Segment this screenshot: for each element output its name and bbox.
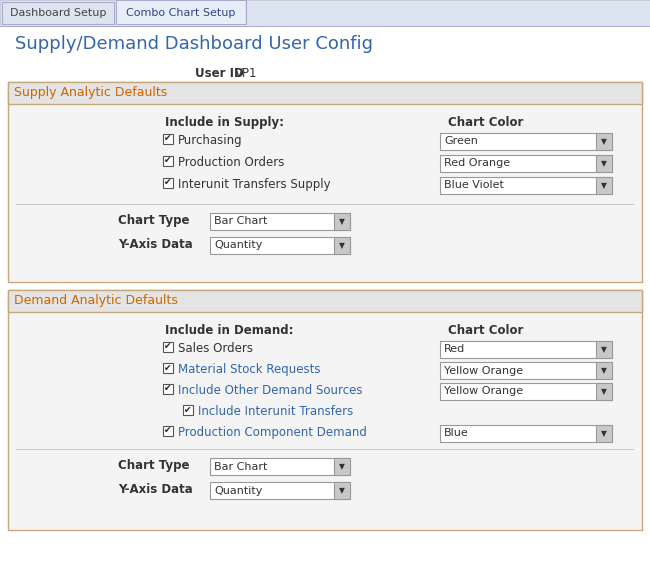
Text: ▼: ▼ xyxy=(601,366,607,375)
Text: ✔: ✔ xyxy=(164,342,172,352)
Bar xyxy=(163,342,173,352)
Text: ▼: ▼ xyxy=(339,241,345,250)
Text: Red Orange: Red Orange xyxy=(444,159,510,168)
Text: ▼: ▼ xyxy=(601,345,607,354)
Bar xyxy=(334,213,350,230)
Bar xyxy=(16,204,634,205)
Text: Green: Green xyxy=(444,136,478,146)
Text: Yellow Orange: Yellow Orange xyxy=(444,366,523,375)
Bar xyxy=(440,177,612,194)
Bar xyxy=(440,425,612,442)
Bar xyxy=(440,383,612,400)
Text: Include Other Demand Sources: Include Other Demand Sources xyxy=(178,384,363,397)
Bar xyxy=(8,82,642,104)
Text: Sales Orders: Sales Orders xyxy=(178,342,253,355)
Text: Bar Chart: Bar Chart xyxy=(214,216,267,227)
Text: Blue Violet: Blue Violet xyxy=(444,181,504,191)
Bar xyxy=(596,425,612,442)
Text: ▼: ▼ xyxy=(601,181,607,190)
Text: Yellow Orange: Yellow Orange xyxy=(444,387,523,396)
Bar xyxy=(210,213,350,230)
Bar xyxy=(117,1,245,24)
Text: Include Interunit Transfers: Include Interunit Transfers xyxy=(198,405,353,418)
Text: ▼: ▼ xyxy=(601,159,607,168)
Text: Dashboard Setup: Dashboard Setup xyxy=(10,9,106,19)
Bar xyxy=(163,134,173,144)
Text: ✔: ✔ xyxy=(164,135,172,143)
Text: Red: Red xyxy=(444,345,465,354)
Text: VP1: VP1 xyxy=(235,67,257,80)
Bar xyxy=(163,363,173,373)
Text: Chart Color: Chart Color xyxy=(448,116,523,129)
Bar xyxy=(2,2,114,24)
Bar xyxy=(8,82,642,282)
Bar xyxy=(210,237,350,254)
Text: Purchasing: Purchasing xyxy=(178,134,242,147)
Bar xyxy=(334,482,350,499)
Text: Demand Analytic Defaults: Demand Analytic Defaults xyxy=(14,294,178,307)
Bar xyxy=(163,384,173,394)
Bar xyxy=(440,155,612,172)
Bar xyxy=(116,0,246,24)
Bar xyxy=(163,178,173,188)
Bar xyxy=(210,458,350,475)
Text: ✔: ✔ xyxy=(164,363,172,373)
Text: ▼: ▼ xyxy=(339,462,345,471)
Text: Bar Chart: Bar Chart xyxy=(214,462,267,472)
Bar xyxy=(16,449,634,450)
Bar xyxy=(183,405,193,415)
Bar xyxy=(0,0,650,26)
Bar xyxy=(8,290,642,530)
Text: ✔: ✔ xyxy=(164,156,172,166)
Bar xyxy=(210,482,350,499)
Bar xyxy=(596,362,612,379)
Text: ▼: ▼ xyxy=(339,217,345,226)
Bar xyxy=(596,155,612,172)
Text: Production Orders: Production Orders xyxy=(178,156,285,169)
Text: ✔: ✔ xyxy=(164,427,172,436)
Text: Interunit Transfers Supply: Interunit Transfers Supply xyxy=(178,178,331,191)
Text: ▼: ▼ xyxy=(601,429,607,438)
Text: Y-Axis Data: Y-Axis Data xyxy=(118,238,193,251)
Bar xyxy=(596,383,612,400)
Text: Blue: Blue xyxy=(444,429,469,438)
Text: Production Component Demand: Production Component Demand xyxy=(178,426,367,439)
Bar xyxy=(8,290,642,312)
Text: Y-Axis Data: Y-Axis Data xyxy=(118,483,193,496)
Text: Chart Color: Chart Color xyxy=(448,324,523,337)
Text: ✔: ✔ xyxy=(184,406,192,415)
Text: Quantity: Quantity xyxy=(214,241,263,251)
Text: User ID: User ID xyxy=(195,67,244,80)
Text: Supply/Demand Dashboard User Config: Supply/Demand Dashboard User Config xyxy=(15,35,373,53)
Bar xyxy=(334,237,350,254)
Text: Chart Type: Chart Type xyxy=(118,459,190,472)
Bar xyxy=(334,458,350,475)
Bar xyxy=(0,26,650,27)
Text: ▼: ▼ xyxy=(601,387,607,396)
Text: ▼: ▼ xyxy=(601,137,607,146)
Bar xyxy=(163,426,173,436)
Text: Quantity: Quantity xyxy=(214,486,263,496)
Text: Material Stock Requests: Material Stock Requests xyxy=(178,363,320,376)
Bar xyxy=(440,341,612,358)
Text: ✔: ✔ xyxy=(164,385,172,394)
Text: Include in Supply:: Include in Supply: xyxy=(165,116,284,129)
Text: ✔: ✔ xyxy=(164,178,172,188)
Bar xyxy=(440,362,612,379)
Text: Include in Demand:: Include in Demand: xyxy=(165,324,294,337)
Text: Combo Chart Setup: Combo Chart Setup xyxy=(126,9,236,19)
Bar xyxy=(596,133,612,150)
Bar xyxy=(440,133,612,150)
Text: ▼: ▼ xyxy=(339,486,345,495)
Bar xyxy=(596,341,612,358)
Bar xyxy=(596,177,612,194)
Bar xyxy=(163,156,173,166)
Text: Chart Type: Chart Type xyxy=(118,214,190,227)
Text: Supply Analytic Defaults: Supply Analytic Defaults xyxy=(14,86,167,99)
